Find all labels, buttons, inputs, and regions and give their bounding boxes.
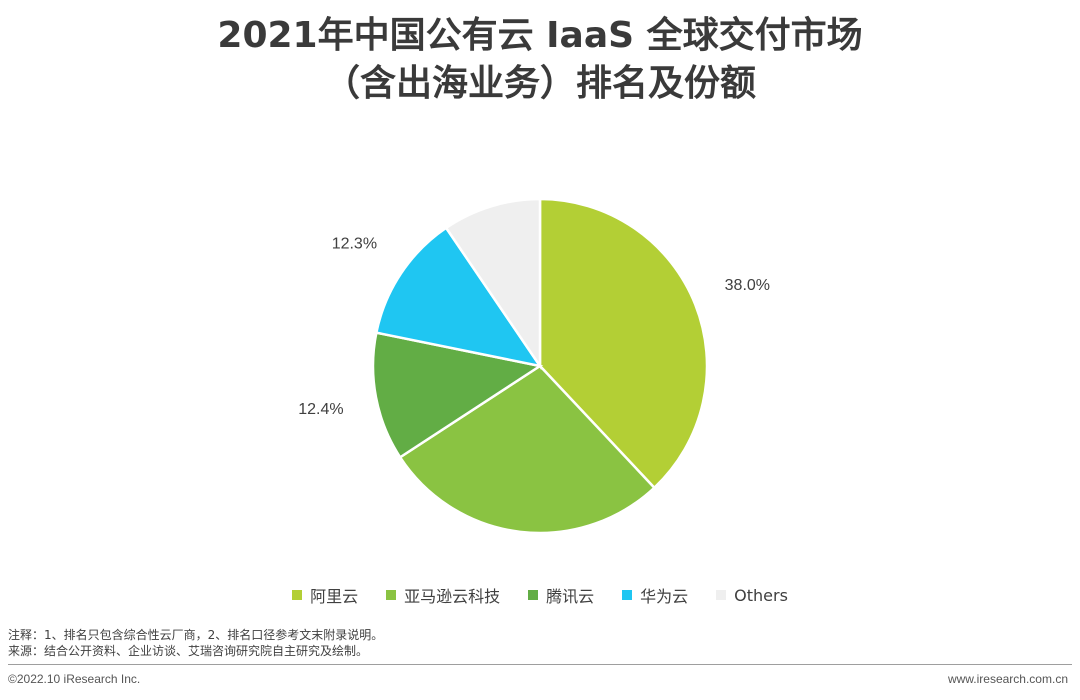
legend-swatch (528, 590, 539, 600)
legend-item: 亚马逊云科技 (386, 583, 500, 607)
notes-block: 注释：1、排名只包含综合性云厂商，2、排名口径参考文末附录说明。 来源：结合公开… (8, 627, 383, 659)
legend-item: 腾讯云 (528, 583, 594, 607)
footer-divider (8, 664, 1072, 665)
pie-slice (444, 197, 542, 371)
pie-slices (371, 197, 709, 535)
legend-swatch (622, 590, 633, 600)
slice-percent-label: 12.3% (332, 235, 377, 252)
slice-percent-label: 12.4% (298, 401, 343, 418)
legend-label: 华为云 (640, 587, 689, 606)
legend-label: Others (734, 585, 788, 605)
chart-title-line2: （含出海业务）排名及份额 (323, 63, 756, 104)
slice-percent-label: 38.0% (725, 277, 770, 294)
legend-label: 腾讯云 (546, 587, 595, 606)
legend-item: 华为云 (622, 583, 688, 607)
pie-chart: 38.0%27.8%12.4%12.3% (298, 197, 770, 535)
legend-label: 亚马逊云科技 (404, 587, 501, 606)
chart-title-line1: 2021年中国公有云 IaaS 全球交付市场 (217, 15, 863, 56)
pie-slice (398, 364, 657, 535)
chart-title: 2021年中国公有云 IaaS 全球交付市场 （含出海业务）排名及份额 (0, 12, 1080, 108)
legend-label: 阿里云 (310, 587, 359, 606)
pie-labels: 38.0%27.8%12.4%12.3% (298, 235, 770, 418)
legend-item: 阿里云 (292, 583, 358, 607)
note-line: 注释：1、排名只包含综合性云厂商，2、排名口径参考文末附录说明。 (8, 628, 384, 642)
legend-swatch (716, 590, 727, 600)
footer-copyright: ©2022.10 iResearch Inc. (8, 672, 141, 686)
pie-slice (374, 226, 543, 368)
legend-item: Others (716, 586, 788, 605)
chart-legend: 阿里云 亚马逊云科技 腾讯云 华为云 Others (0, 583, 1080, 607)
footer-website[interactable]: www.iresearch.com.cn (947, 672, 1068, 686)
legend-swatch (292, 590, 303, 600)
source-line: 来源：结合公开资料、企业访谈、艾瑞咨询研究院自主研究及绘制。 (8, 644, 369, 658)
pie-slice (538, 197, 709, 490)
legend-swatch (386, 590, 397, 600)
pie-slice (371, 331, 544, 459)
